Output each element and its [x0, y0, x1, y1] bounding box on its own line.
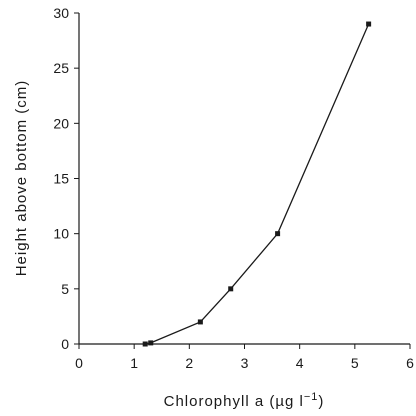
x-axis-title-close: ) — [318, 393, 324, 410]
plot-area — [142, 21, 372, 347]
data-point — [148, 340, 154, 346]
x-tick-label: 2 — [185, 355, 193, 371]
x-tick-label: 5 — [351, 355, 359, 371]
x-axis-title-superscript: −1 — [304, 391, 319, 403]
x-tick-label: 6 — [406, 355, 414, 371]
x-tick-label: 3 — [241, 355, 249, 371]
y-ticks: 0 5 10 15 20 25 30 — [53, 5, 79, 352]
series-line — [145, 23, 370, 345]
axes — [78, 13, 410, 345]
y-tick-label: 10 — [53, 226, 69, 242]
data-point — [366, 21, 372, 27]
y-tick-label: 5 — [61, 281, 69, 297]
x-axis-title: Chlorophyll a (µg l−1) — [164, 391, 325, 410]
data-point — [228, 286, 234, 292]
x-tick-label: 0 — [75, 355, 83, 371]
y-tick-label: 15 — [53, 171, 69, 187]
y-tick-label: 0 — [61, 336, 69, 352]
y-axis-title: Height above bottom (cm) — [13, 80, 30, 277]
data-point — [197, 319, 203, 325]
data-point — [142, 341, 148, 347]
y-tick-label: 20 — [53, 115, 69, 131]
x-tick-label: 1 — [130, 355, 138, 371]
data-point — [275, 231, 281, 237]
x-tick-label: 4 — [296, 355, 304, 371]
y-tick-label: 25 — [53, 60, 69, 76]
x-ticks: 0 1 2 3 4 5 6 — [75, 344, 414, 371]
y-tick-label: 30 — [53, 5, 69, 21]
